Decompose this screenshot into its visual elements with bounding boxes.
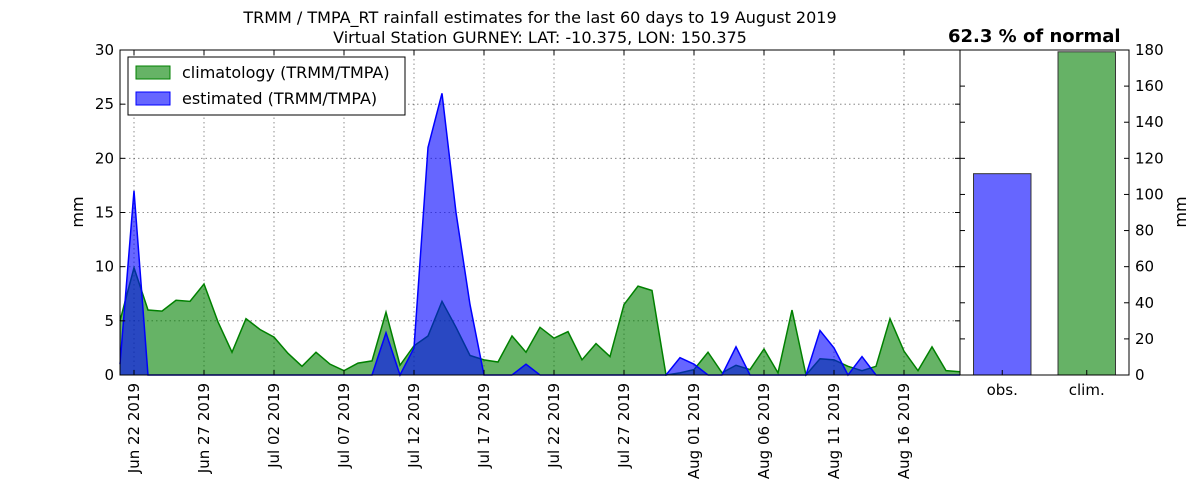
main-x-tick-label: Aug 06 2019 — [755, 383, 773, 479]
side-y-tick-label: 160 — [1135, 77, 1164, 95]
legend-swatch-climatology — [135, 65, 171, 80]
legend-label-climatology: climatology (TRMM/TMPA) — [182, 63, 390, 82]
side-y-tick-label: 120 — [1135, 149, 1164, 167]
side-y-tick-label: 60 — [1135, 258, 1154, 276]
side-x-axis: obs. clim. — [987, 370, 1105, 399]
side-y-tick-label: 40 — [1135, 294, 1154, 312]
legend-swatch-estimated — [135, 91, 171, 106]
main-y-axis-label: mm — [68, 196, 87, 227]
side-y-tick-label: 100 — [1135, 185, 1164, 203]
side-x-tick-label: obs. — [987, 381, 1018, 399]
main-y-axis: 0 5 10 15 20 25 30 — [95, 41, 960, 384]
main-y-tick-label: 0 — [104, 366, 114, 384]
main-x-tick-label: Jul 02 2019 — [265, 383, 283, 469]
side-x-tick-label: clim. — [1069, 381, 1105, 399]
summary-bar-0 — [973, 173, 1032, 376]
side-y-tick-label: 80 — [1135, 222, 1154, 240]
main-x-tick-label: Jul 07 2019 — [335, 383, 353, 469]
summary-bar-chart — [973, 51, 1116, 376]
main-x-tick-label: Jul 17 2019 — [475, 383, 493, 469]
legend-box — [127, 56, 406, 116]
side-y-axis-label: mm — [1171, 196, 1190, 227]
main-y-tick-label: 5 — [104, 312, 114, 330]
main-x-tick-label: Aug 11 2019 — [825, 383, 843, 479]
main-y-tick-label: 25 — [95, 95, 114, 113]
main-x-tick-label: Jul 12 2019 — [405, 383, 423, 469]
summary-bar-1 — [1057, 51, 1116, 376]
main-y-tick-label: 10 — [95, 258, 114, 276]
legend-label-estimated: estimated (TRMM/TMPA) — [182, 89, 377, 108]
side-y-tick-label: 180 — [1135, 41, 1164, 59]
legend: climatology (TRMM/TMPA) estimated (TRMM/… — [127, 56, 406, 116]
main-x-tick-label: Jul 27 2019 — [615, 383, 633, 469]
side-plot-frame — [959, 49, 1130, 376]
main-x-tick-label: Jun 22 2019 — [125, 383, 143, 474]
chart-subtitle: Virtual Station GURNEY: LAT: -10.375, LO… — [333, 28, 747, 47]
side-y-tick-label: 140 — [1135, 113, 1164, 131]
main-x-axis: Jun 22 2019 Jun 27 2019 Jul 02 2019 Jul 07 … — [125, 50, 913, 479]
main-x-tick-label: Aug 16 2019 — [895, 383, 913, 479]
series-area-0 — [120, 267, 960, 375]
main-y-tick-label: 30 — [95, 41, 114, 59]
percent-of-normal-label: 62.3 % of normal — [948, 26, 1121, 47]
chart-title: TRMM / TMPA_RT rainfall estimates for th… — [242, 8, 836, 28]
side-y-axis: 0 20 40 60 80 100 120 140 160 180 — [960, 41, 1164, 384]
main-y-tick-label: 15 — [95, 204, 114, 222]
main-y-tick-label: 20 — [95, 149, 114, 167]
main-x-tick-label: Aug 01 2019 — [685, 383, 703, 479]
main-x-tick-label: Jul 22 2019 — [545, 383, 563, 469]
side-y-tick-label: 20 — [1135, 330, 1154, 348]
main-x-tick-label: Jun 27 2019 — [195, 383, 213, 474]
side-y-tick-label: 0 — [1135, 366, 1145, 384]
